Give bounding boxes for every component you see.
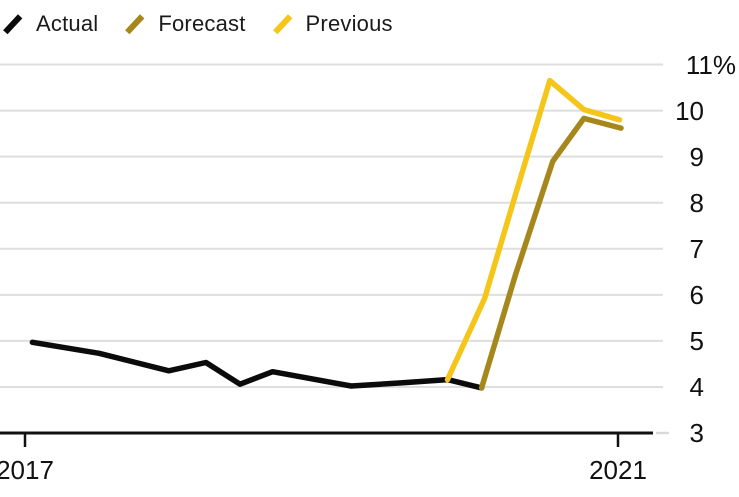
y-axis-label: 5	[689, 325, 704, 356]
y-axis-label: 4	[689, 371, 704, 402]
y-axis-label: 8	[689, 187, 704, 218]
y-axis-label: 11%	[685, 49, 736, 80]
y-axis-label: 10	[675, 95, 704, 126]
x-axis-label: 2017	[0, 455, 54, 485]
y-axis-label: 7	[689, 233, 704, 264]
series-line-forecast	[478, 115, 624, 391]
x-axis-label: 2021	[589, 455, 647, 485]
chart-legend: Actual Forecast Previous	[2, 8, 393, 40]
line-swatch-icon	[3, 14, 23, 35]
legend-label-previous: Previous	[305, 11, 393, 36]
legend-item-actual: Actual	[2, 13, 98, 35]
series-line-previous	[444, 77, 623, 383]
series-line-actual	[29, 339, 485, 391]
legend-item-forecast: Forecast	[124, 13, 245, 35]
legend-label-forecast: Forecast	[158, 11, 246, 36]
y-axis-label: 9	[689, 141, 704, 172]
line-swatch-icon	[272, 14, 292, 35]
legend-item-previous: Previous	[272, 13, 393, 35]
line-swatch-icon	[125, 14, 145, 35]
legend-label-actual: Actual	[36, 11, 99, 36]
y-axis-label: 6	[689, 279, 704, 310]
y-axis-label: 3	[689, 418, 704, 448]
